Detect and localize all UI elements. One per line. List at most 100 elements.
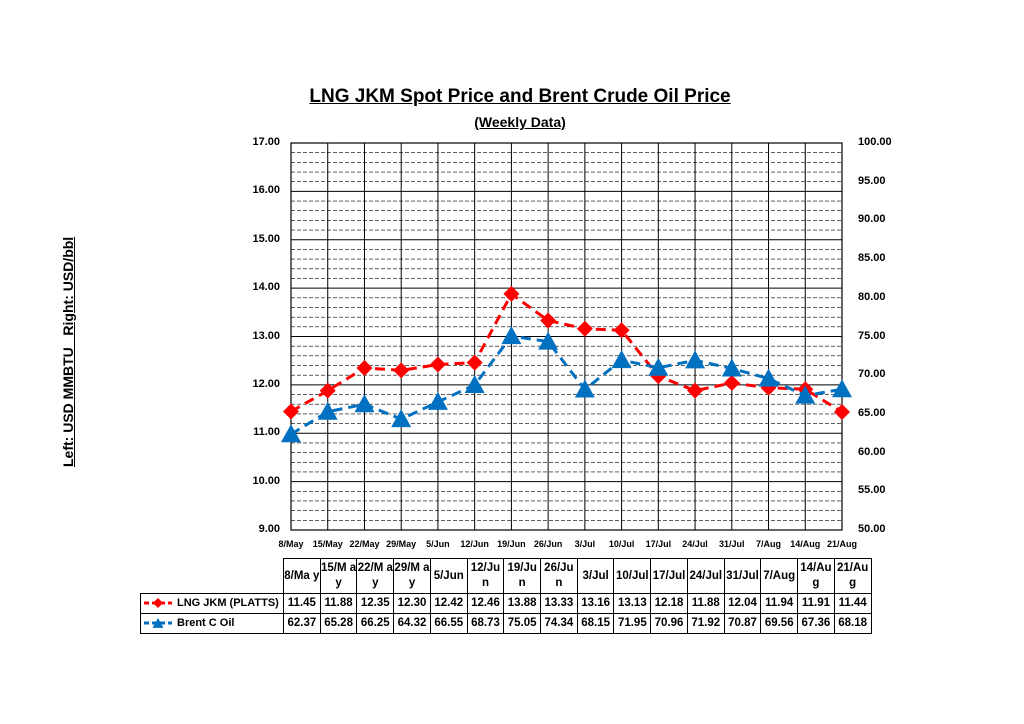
table-cell: 66.25 — [356, 613, 395, 634]
legend-cell: LNG JKM (PLATTS) — [140, 593, 284, 614]
x-tick-label: 24/Jul — [682, 539, 708, 549]
table-cell: 70.96 — [650, 613, 688, 634]
table-cell: 13.33 — [540, 593, 578, 614]
x-tick-label: 29/May — [386, 539, 417, 549]
right-tick-label: 75.00 — [858, 329, 886, 342]
series-line-jkm — [290, 291, 843, 414]
x-tick-label: 26/Jun — [533, 539, 563, 549]
table-header-cell: 24/Jul — [686, 558, 725, 594]
left-tick-label: 9.00 — [258, 523, 280, 535]
right-tick-label: 85.00 — [858, 252, 886, 265]
table-cell: 11.44 — [833, 593, 872, 614]
table-header-cell: 12/Ju n — [466, 558, 505, 594]
chart-title: LNG JKM Spot Price and Brent Crude Oil P… — [309, 86, 731, 107]
left-tick-label: 15.00 — [252, 232, 280, 245]
x-tick-label: 31/Jul — [719, 539, 745, 549]
series-line-brent — [290, 334, 843, 436]
x-tick-label: 3/Jul — [574, 539, 596, 549]
table-header-cell: 5/Jun — [429, 558, 468, 594]
x-tick-label: 22/May — [349, 539, 380, 549]
x-tick-label: 15/May — [312, 539, 343, 549]
right-tick-label: 90.00 — [858, 213, 886, 226]
table-header-cell: 29/M ay — [393, 558, 431, 594]
chart-subtitle: (Weekly Data) — [474, 114, 566, 130]
table-cell: 12.30 — [393, 593, 431, 614]
x-tick-label: 17/Jul — [645, 539, 672, 549]
brent-point — [832, 379, 852, 398]
table-cell: 71.95 — [613, 613, 652, 634]
table-cell: 69.56 — [760, 613, 799, 634]
table-header-cell: 3/Jul — [576, 558, 615, 594]
brent-point — [574, 379, 595, 398]
table-cell: 71.92 — [686, 613, 725, 634]
table-cell: 68.73 — [466, 613, 505, 634]
legend-key-brent — [144, 618, 172, 628]
brent-point — [538, 331, 559, 350]
jkm-point — [576, 320, 593, 337]
x-tick-label: 10/Jul — [608, 539, 635, 549]
right-tick-label: 95.00 — [858, 174, 886, 187]
table-header-cell: 26/Ju n — [540, 558, 578, 594]
jkm-point — [613, 322, 630, 339]
table-cell: 11.91 — [797, 593, 835, 614]
table-cell: 12.42 — [429, 593, 468, 614]
table-cell: 12.04 — [723, 593, 762, 614]
table-header-cell: 8/Ma y — [283, 558, 321, 594]
jkm-point — [319, 382, 336, 399]
jkm-point — [687, 382, 704, 399]
jkm-point — [540, 312, 557, 329]
brent-point — [391, 409, 412, 428]
brent-point — [721, 358, 742, 377]
table-header-cell: 17/Jul — [650, 558, 688, 594]
left-tick-label: 17.00 — [252, 136, 280, 148]
brent-point — [685, 350, 706, 369]
brent-point — [611, 350, 632, 369]
table-cell: 64.32 — [393, 613, 431, 634]
left-tick-label: 10.00 — [252, 474, 280, 487]
jkm-point — [723, 374, 740, 391]
table-corner — [141, 559, 284, 594]
table-cell: 13.13 — [613, 593, 652, 614]
table-cell: 68.15 — [576, 613, 615, 634]
jkm-point — [356, 359, 373, 376]
table-cell: 70.87 — [723, 613, 762, 634]
table-cell: 11.88 — [319, 593, 358, 614]
table-cell: 62.37 — [283, 613, 321, 634]
table-row-brent: Brent C Oil 62.37 65.28 66.25 64.32 66.55 68.7… — [140, 613, 872, 634]
brent-point — [501, 326, 522, 345]
table-cell: 66.55 — [429, 613, 468, 634]
x-tick-label: 8/May — [278, 539, 304, 549]
left-tick-label: 11.00 — [253, 426, 280, 439]
left-tick-label: 12.00 — [252, 377, 280, 390]
table-header-cell: 19/Ju n — [503, 558, 542, 594]
right-tick-label: 50.00 — [858, 523, 886, 535]
table-header-cell: 7/Aug — [760, 558, 799, 594]
right-tick-label: 100.00 — [858, 136, 892, 148]
table-cell: 11.88 — [686, 593, 725, 614]
legend-label: LNG JKM (PLATTS) — [177, 597, 279, 609]
table-cell: 12.46 — [466, 593, 505, 614]
jkm-point — [503, 285, 520, 302]
brent-point — [758, 368, 779, 387]
table-cell: 13.16 — [576, 593, 615, 614]
x-tick-label: 12/Jun — [460, 539, 489, 549]
table-cell: 65.28 — [319, 613, 358, 634]
brent-point — [281, 424, 301, 443]
jkm-point — [429, 356, 446, 373]
left-tick-label: 13.00 — [252, 329, 280, 342]
table-cell: 11.94 — [760, 593, 799, 614]
right-tick-label: 60.00 — [858, 445, 886, 458]
table-cell: 74.34 — [540, 613, 578, 634]
x-tick-label: 14/Aug — [790, 539, 821, 549]
brent-point — [648, 357, 669, 376]
table-cell: 75.05 — [503, 613, 542, 634]
table-header-cell: 10/Jul — [613, 558, 652, 594]
right-tick-label: 80.00 — [858, 290, 886, 303]
table-header-cell: 15/M ay — [319, 558, 358, 594]
table-cell: 11.45 — [283, 593, 321, 614]
table-header-cell: 22/M ay — [356, 558, 395, 594]
jkm-point — [834, 403, 850, 420]
legend-cell: Brent C Oil — [140, 613, 284, 634]
